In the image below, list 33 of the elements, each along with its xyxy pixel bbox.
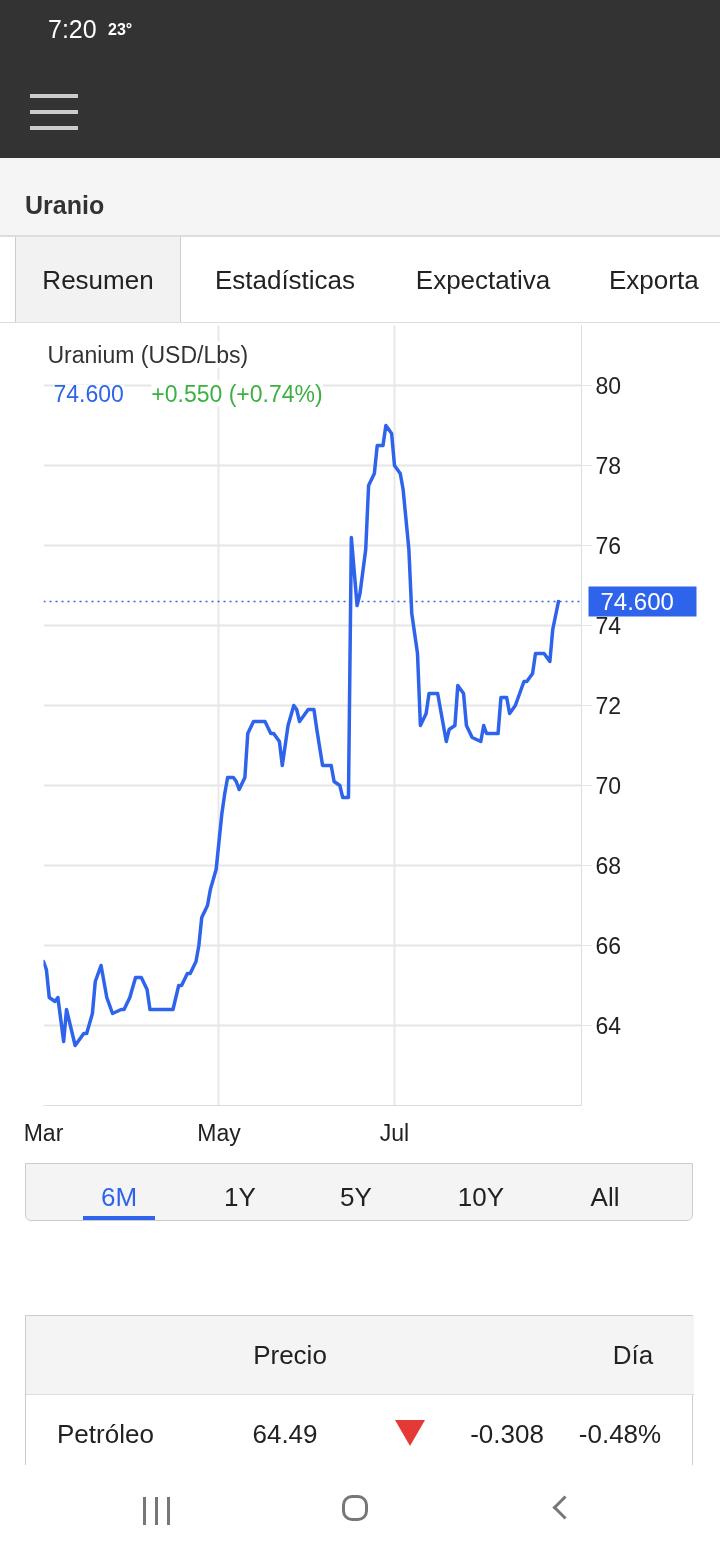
text: Uranium (USD/Lbs) [47,341,249,368]
text: 1Y [224,1181,256,1212]
text: Uranio [25,191,105,220]
y-tick-label: 74 [595,613,622,639]
text: Expectativa [415,264,551,295]
text: 23° [108,21,133,39]
text: All [590,1181,620,1212]
y-tick-label: 70 [595,773,622,799]
y-tick-label: 72 [595,693,622,719]
text: Precio [253,1339,327,1370]
text: Exporta [609,264,699,295]
x-tick-label: Jul [379,1119,410,1146]
x-tick-label: May [197,1119,242,1146]
text: Día [612,1339,654,1370]
x-tick-label: Mar [23,1119,64,1146]
text: -0.48% [578,1418,662,1449]
text: 5Y [340,1181,372,1212]
y-tick-label: 68 [595,853,622,879]
text: 7:20 [48,15,97,44]
text: 74.600 +0.550 (+0.74%) [53,380,323,407]
text: Petróleo [57,1418,154,1449]
y-tick-label: 78 [595,453,622,479]
text: 64.49 [252,1418,318,1449]
text: 10Y [457,1181,505,1212]
y-tick-label: 80 [595,373,622,399]
y-tick-label: 76 [595,533,622,559]
text: Estadísticas [214,264,356,295]
text: Resumen [42,264,154,295]
text: -0.308 [470,1418,544,1449]
text: 6M [100,1181,138,1212]
ref-line-label: 74.600 [600,588,674,615]
y-tick-label: 66 [595,933,622,959]
y-tick-label: 64 [595,1013,622,1039]
